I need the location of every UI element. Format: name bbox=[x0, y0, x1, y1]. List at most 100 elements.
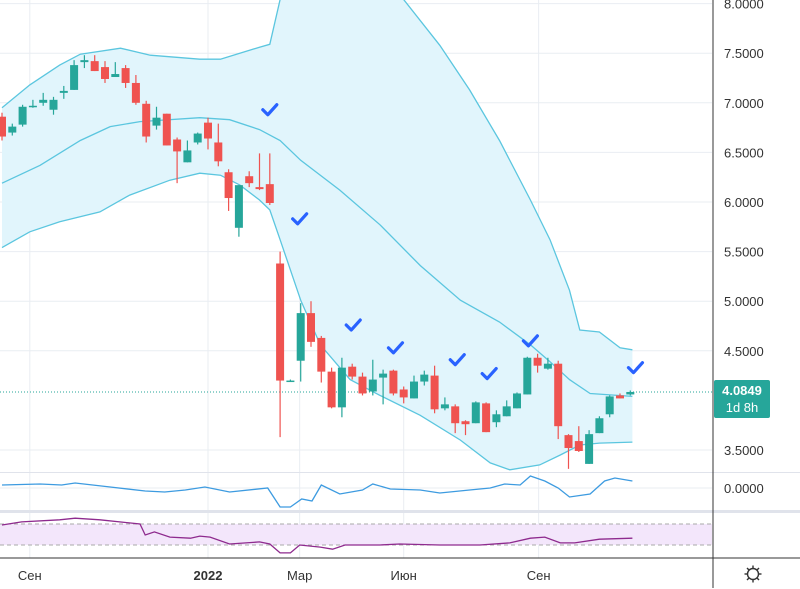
time-tick-label: Сен bbox=[527, 568, 551, 583]
candle bbox=[204, 117, 212, 150]
candle bbox=[482, 402, 491, 433]
candle-body bbox=[307, 313, 315, 342]
candle bbox=[131, 75, 140, 105]
band-lower-line bbox=[1, 172, 633, 471]
candle bbox=[307, 301, 315, 347]
pane-separator bbox=[0, 510, 800, 513]
candle bbox=[502, 400, 511, 417]
candle-body bbox=[574, 441, 583, 451]
candle-body bbox=[327, 371, 336, 408]
candle-body bbox=[440, 404, 449, 409]
candle bbox=[121, 65, 130, 88]
candle-body bbox=[523, 357, 532, 395]
candle-body bbox=[492, 414, 501, 423]
candle bbox=[265, 153, 274, 205]
candle-body bbox=[595, 418, 604, 434]
candle-body bbox=[121, 68, 130, 83]
candle-body bbox=[430, 375, 439, 410]
candle bbox=[255, 153, 264, 191]
candle bbox=[18, 104, 27, 127]
candle-body bbox=[533, 357, 542, 366]
candle bbox=[389, 369, 398, 396]
candle-body bbox=[193, 133, 202, 143]
candle-body bbox=[8, 126, 17, 133]
candle bbox=[626, 390, 635, 396]
candle bbox=[245, 171, 254, 188]
candle bbox=[523, 356, 532, 395]
candle bbox=[595, 416, 604, 434]
time-tick-label: 2022 bbox=[194, 568, 223, 583]
bar-countdown: 1d 8h bbox=[725, 400, 759, 415]
price-tick-label: 5.0000 bbox=[724, 294, 764, 309]
candle-body bbox=[28, 105, 37, 108]
candle bbox=[28, 99, 37, 108]
candle-body bbox=[337, 367, 346, 408]
candle bbox=[296, 303, 305, 382]
check-signal-icon bbox=[480, 367, 498, 381]
candle bbox=[8, 123, 17, 136]
candle-body bbox=[255, 187, 264, 190]
candle bbox=[420, 370, 429, 386]
candle-body bbox=[482, 403, 491, 433]
candle bbox=[193, 132, 202, 145]
price-tick-label: 4.5000 bbox=[724, 344, 764, 359]
candle bbox=[605, 395, 614, 418]
candle-body bbox=[564, 435, 573, 449]
candle-body bbox=[585, 434, 594, 464]
candle bbox=[471, 401, 480, 424]
candle-body bbox=[183, 150, 192, 163]
candle bbox=[461, 420, 470, 436]
candle bbox=[80, 55, 89, 69]
oscillator-2-panel bbox=[0, 517, 712, 554]
candle-body bbox=[39, 99, 48, 103]
candle bbox=[358, 372, 367, 396]
candle-body bbox=[101, 67, 109, 79]
band-upper-line bbox=[1, 0, 633, 351]
check-signal-icon bbox=[626, 361, 645, 375]
osc1-zero-label: 0.0000 bbox=[724, 481, 764, 496]
candle bbox=[585, 430, 594, 464]
candle-body bbox=[451, 406, 460, 424]
candles bbox=[0, 55, 635, 469]
bollinger-bands bbox=[1, 0, 633, 471]
candle-body bbox=[461, 421, 470, 425]
price-tick-label: 3.5000 bbox=[724, 443, 764, 458]
candle bbox=[286, 379, 295, 383]
price-tick-label: 6.5000 bbox=[724, 145, 764, 160]
band-middle-line bbox=[1, 117, 633, 398]
candle-body bbox=[111, 74, 120, 78]
candle-body bbox=[142, 103, 151, 137]
candle-body bbox=[296, 313, 305, 361]
candle-body bbox=[626, 391, 635, 395]
candle-body bbox=[59, 90, 68, 93]
last-price-value: 4.0849 bbox=[722, 383, 762, 398]
candle bbox=[554, 360, 563, 440]
candle bbox=[90, 55, 99, 72]
check-signal-icon bbox=[521, 334, 539, 348]
candle-body bbox=[276, 263, 285, 381]
candle-body bbox=[265, 184, 274, 203]
candle bbox=[368, 359, 377, 396]
candle-body bbox=[131, 82, 140, 103]
candle bbox=[564, 434, 573, 469]
candle bbox=[317, 335, 326, 383]
candle-body bbox=[543, 363, 552, 369]
candle bbox=[101, 61, 109, 83]
signal-markers bbox=[261, 103, 645, 381]
candle-body bbox=[90, 61, 99, 72]
settings-gear-icon[interactable] bbox=[743, 564, 763, 584]
candle bbox=[616, 393, 624, 399]
candle-body bbox=[471, 402, 480, 424]
candle-body bbox=[204, 122, 212, 139]
candle bbox=[574, 426, 583, 452]
last-price-label: 4.0849 1d 8h bbox=[714, 380, 770, 418]
candle bbox=[183, 140, 192, 163]
candle bbox=[234, 185, 243, 237]
pane-separator bbox=[0, 472, 800, 473]
candle-body bbox=[399, 389, 408, 398]
candle-body bbox=[173, 139, 182, 152]
candle-body bbox=[616, 395, 624, 399]
candle-body bbox=[410, 381, 418, 399]
